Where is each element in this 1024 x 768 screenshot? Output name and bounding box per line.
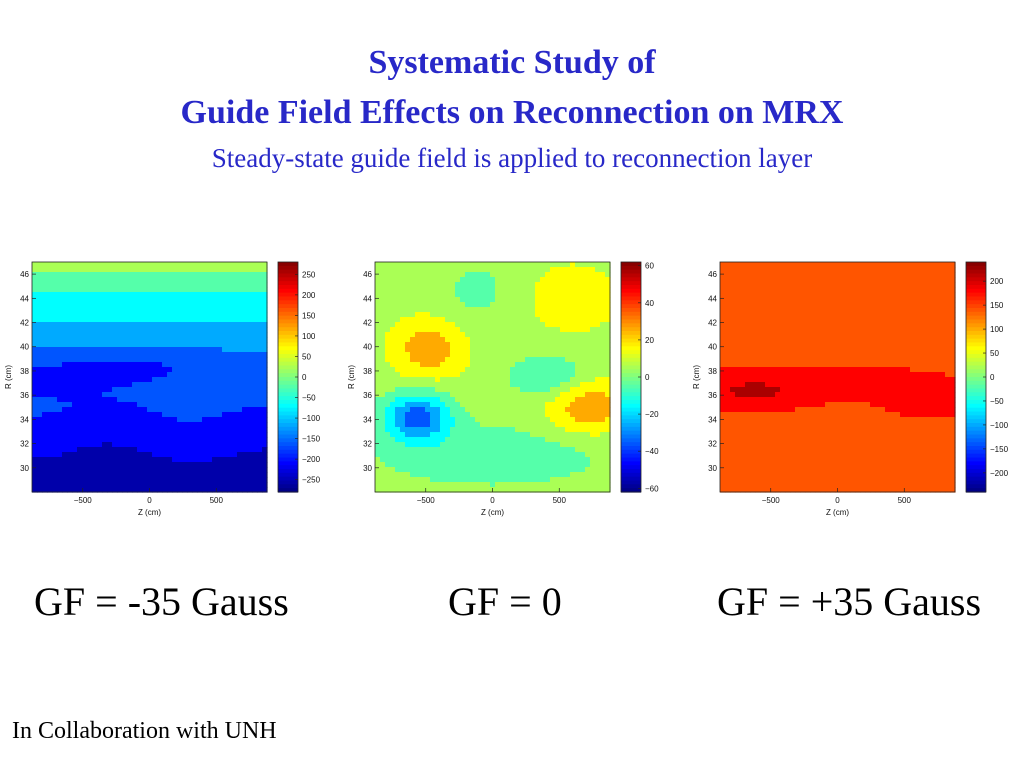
x-tick-label: 0 xyxy=(147,496,152,505)
y-tick-label: 38 xyxy=(20,367,29,376)
y-axis-label: R (cm) xyxy=(4,365,13,389)
colorbar-tick-label: 60 xyxy=(645,262,654,271)
colorbar-tick-label: −50 xyxy=(302,394,316,403)
y-tick-label: 34 xyxy=(708,415,717,424)
y-tick-label: 46 xyxy=(20,270,29,279)
heatmap-cells xyxy=(32,262,268,493)
colorbar-tick-label: −200 xyxy=(302,455,321,464)
y-tick-label: 44 xyxy=(20,294,29,303)
contour-panel-positive: 46 44 42 40 38 36 34 32 30 −500 0 500 Z (cm) R (cm) 20… xyxy=(690,240,1024,524)
colorbar: 200 150 100 50 0 −50 −100 −150 −200 xyxy=(965,261,1009,493)
y-tick-label: 36 xyxy=(708,391,717,400)
slide-title-line1: Systematic Study of xyxy=(368,44,656,81)
colorbar: 60 40 20 0 −20 −40 −60 xyxy=(620,261,659,493)
colorbar-tick-label: −150 xyxy=(302,435,321,444)
x-tick-label: 500 xyxy=(553,496,567,505)
x-axis-label: Z (cm) xyxy=(138,508,161,517)
slide-subtitle: Steady-state guide field is applied to r… xyxy=(211,143,813,173)
colorbar-tick-label: −50 xyxy=(990,397,1004,406)
colorbar-tick-label: −20 xyxy=(645,410,659,419)
y-tick-label: 32 xyxy=(363,440,372,449)
colorbar-tick-label: 200 xyxy=(302,291,316,300)
contour-panel-zero: 46 44 42 40 38 36 34 32 30 −500 0 500 Z (cm) R (cm) 60… xyxy=(345,240,685,524)
colorbar: 250 200 150 100 50 0 −50 −100 −150 −200 −250 xyxy=(277,261,321,493)
collaboration-footer: In Collaboration with UNH xyxy=(12,718,277,744)
y-tick-label: 38 xyxy=(363,367,372,376)
colorbar-tick-label: 100 xyxy=(302,332,316,341)
contour-panel-negative: 46 44 42 40 38 36 34 32 30 −500 0 500 Z (cm) R (cm) 25… xyxy=(2,240,342,524)
colorbar-tick-label: −250 xyxy=(302,476,321,485)
y-tick-label: 36 xyxy=(363,391,372,400)
contour-plot-1: 46 44 42 40 38 36 34 32 30 −500 0 500 Z (cm) R (cm) 60… xyxy=(347,261,659,517)
x-tick-label: 0 xyxy=(835,496,840,505)
colorbar-tick-label: 40 xyxy=(645,299,654,308)
colorbar-tick-label: 0 xyxy=(645,373,650,382)
y-tick-label: 46 xyxy=(363,270,372,279)
caption-gf-positive: GF = +35 Gauss xyxy=(717,579,982,624)
y-axis-label: R (cm) xyxy=(692,365,701,389)
colorbar-tick-label: −200 xyxy=(990,469,1009,478)
y-tick-label: 44 xyxy=(363,294,372,303)
colorbar-tick-label: 200 xyxy=(990,277,1004,286)
y-tick-label: 32 xyxy=(20,440,29,449)
colorbar-tick-label: 100 xyxy=(990,325,1004,334)
x-tick-label: 0 xyxy=(490,496,495,505)
colorbar-tick-label: 150 xyxy=(302,311,316,320)
y-tick-label: 30 xyxy=(708,464,717,473)
caption-gf-negative: GF = -35 Gauss xyxy=(34,579,289,624)
colorbar-tick-label: 250 xyxy=(302,270,316,279)
y-tick-label: 42 xyxy=(363,319,372,328)
colorbar-tick-label: 50 xyxy=(302,352,311,361)
y-axis-label: R (cm) xyxy=(347,365,356,389)
y-tick-label: 40 xyxy=(708,343,717,352)
y-tick-label: 34 xyxy=(20,415,29,424)
y-tick-label: 30 xyxy=(20,464,29,473)
y-tick-label: 40 xyxy=(363,343,372,352)
x-axis-label: Z (cm) xyxy=(826,508,849,517)
y-tick-label: 42 xyxy=(708,319,717,328)
y-tick-label: 36 xyxy=(20,391,29,400)
colorbar-tick-label: 50 xyxy=(990,349,999,358)
colorbar-tick-label: 0 xyxy=(990,373,995,382)
x-tick-label: 500 xyxy=(898,496,912,505)
y-tick-label: 38 xyxy=(708,367,717,376)
y-tick-label: 34 xyxy=(363,415,372,424)
slide-title-line2: Guide Field Effects on Reconnection on M… xyxy=(180,94,844,131)
x-tick-label: 500 xyxy=(210,496,224,505)
y-tick-label: 46 xyxy=(708,270,717,279)
x-tick-label: −500 xyxy=(762,496,781,505)
x-axis-label: Z (cm) xyxy=(481,508,504,517)
colorbar-tick-label: −40 xyxy=(645,447,659,456)
colorbar-tick-label: 20 xyxy=(645,336,654,345)
contour-plots-strip: 46 44 42 40 38 36 34 32 30 −500 0 500 Z (cm) R (cm) 25… xyxy=(0,240,1024,528)
colorbar-tick-label: 150 xyxy=(990,301,1004,310)
caption-gf-zero: GF = 0 xyxy=(448,579,562,624)
y-tick-label: 42 xyxy=(20,319,29,328)
colorbar-tick-label: −60 xyxy=(645,484,659,493)
heatmap-cells xyxy=(720,262,956,493)
heatmap-cells xyxy=(375,262,611,493)
x-tick-label: −500 xyxy=(417,496,436,505)
y-tick-label: 44 xyxy=(708,294,717,303)
colorbar-tick-label: −100 xyxy=(990,421,1009,430)
y-tick-label: 32 xyxy=(708,440,717,449)
x-tick-label: −500 xyxy=(74,496,93,505)
colorbar-tick-label: 0 xyxy=(302,373,307,382)
colorbar-tick-label: −150 xyxy=(990,445,1009,454)
colorbar-tick-label: −100 xyxy=(302,414,321,423)
y-tick-label: 40 xyxy=(20,343,29,352)
y-tick-label: 30 xyxy=(363,464,372,473)
